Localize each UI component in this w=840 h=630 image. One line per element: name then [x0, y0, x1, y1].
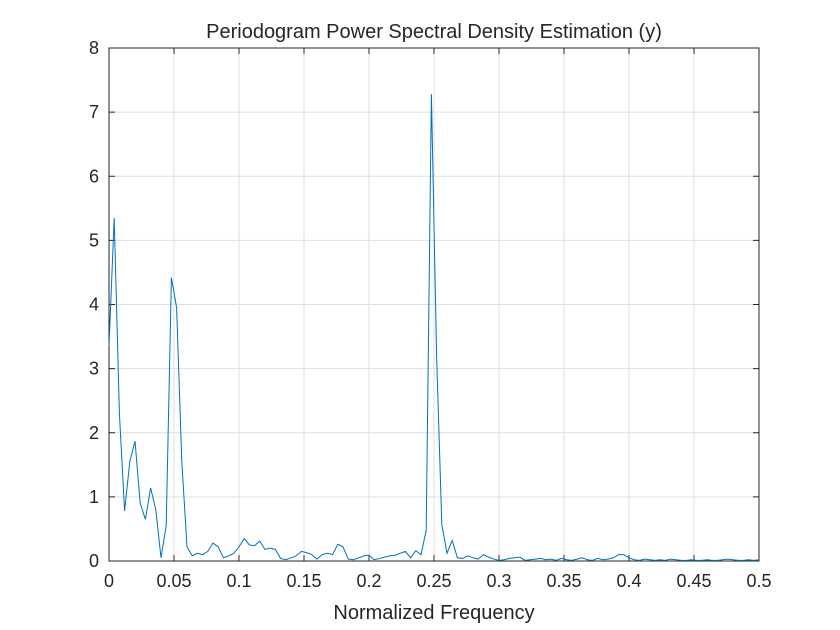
x-tick-label: 0.35 — [546, 571, 581, 591]
y-tick-label: 8 — [89, 38, 99, 58]
x-tick-label: 0 — [104, 571, 114, 591]
y-tick-label: 2 — [89, 423, 99, 443]
y-tick-label: 4 — [89, 295, 99, 315]
y-tick-label: 0 — [89, 551, 99, 571]
y-tick-label: 6 — [89, 166, 99, 186]
x-tick-label: 0.05 — [156, 571, 191, 591]
x-tick-label: 0.15 — [286, 571, 321, 591]
series-line-y — [108, 94, 760, 561]
grid-lines — [109, 48, 759, 561]
chart-title: Periodogram Power Spectral Density Estim… — [206, 21, 662, 43]
y-tick-label: 5 — [89, 230, 99, 250]
y-tick-label: 7 — [89, 102, 99, 122]
x-tick-label: 0.45 — [676, 571, 711, 591]
x-tick-labels: 0 0.05 0.1 0.15 0.2 0.25 0.3 0.35 0.4 0.45 0.5 — [104, 571, 772, 591]
axis-ticks — [108, 47, 760, 562]
x-tick-label: 0.5 — [746, 571, 771, 591]
y-tick-label: 3 — [89, 359, 99, 379]
y-tick-labels: 0 1 2 3 4 5 6 7 8 — [89, 38, 99, 571]
x-axis-label: Normalized Frequency — [333, 602, 534, 624]
y-tick-label: 1 — [89, 487, 99, 507]
x-tick-label: 0.3 — [486, 571, 511, 591]
x-tick-label: 0.1 — [226, 571, 251, 591]
x-tick-label: 0.4 — [616, 571, 641, 591]
x-tick-label: 0.25 — [416, 571, 451, 591]
x-tick-label: 0.2 — [356, 571, 381, 591]
